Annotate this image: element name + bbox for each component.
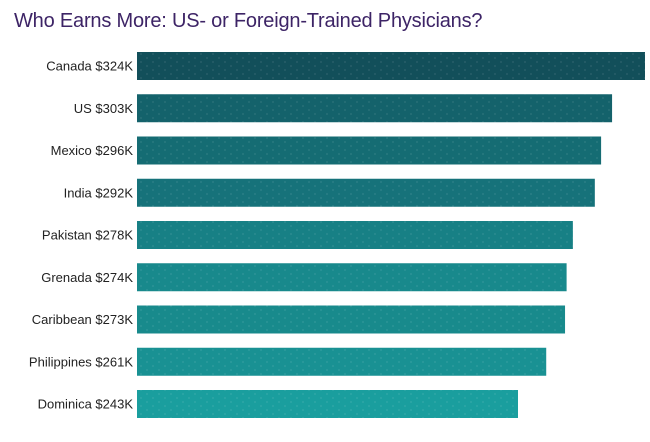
- category-label: Grenada $274K: [41, 270, 133, 285]
- bar-texture: [137, 347, 547, 376]
- bar-texture: [137, 136, 602, 165]
- category-label: Caribbean $273K: [32, 312, 134, 327]
- bar-texture: [137, 94, 613, 123]
- bar-texture: [137, 221, 573, 249]
- bar-texture: [137, 390, 518, 418]
- bar-texture: [137, 178, 595, 207]
- bar-texture: [137, 263, 567, 292]
- category-label: Dominica $243K: [38, 397, 134, 412]
- category-label: Mexico $296K: [51, 143, 134, 158]
- category-label: Canada $324K: [46, 59, 133, 74]
- category-label: Pakistan $278K: [42, 228, 133, 243]
- chart-title: Who Earns More: US- or Foreign-Trained P…: [14, 10, 483, 32]
- category-label: Philippines $261K: [29, 354, 133, 369]
- category-label: US $303K: [74, 101, 134, 116]
- bar-texture: [137, 52, 645, 80]
- category-label: India $292K: [64, 185, 134, 200]
- bar-texture: [137, 305, 566, 334]
